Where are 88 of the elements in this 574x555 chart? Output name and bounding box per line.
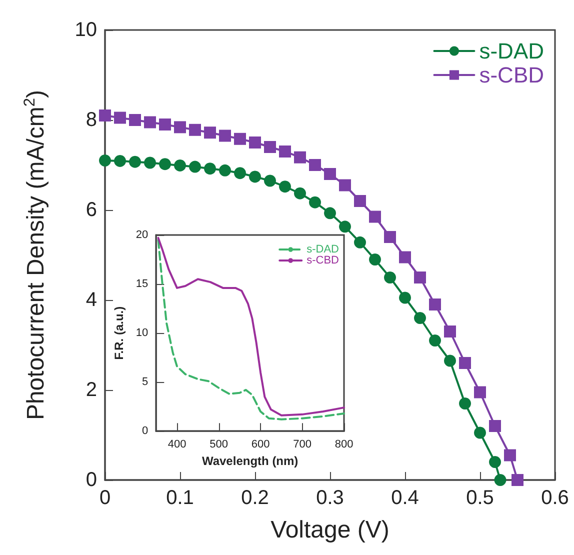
x-tick-label: 700 — [293, 438, 312, 451]
point — [459, 357, 471, 369]
point — [309, 159, 321, 171]
point — [399, 251, 411, 264]
point — [429, 334, 441, 346]
point — [279, 180, 291, 193]
y-tick-label: 0 — [142, 425, 148, 438]
point — [444, 326, 456, 338]
point — [204, 162, 216, 175]
legend-label: s-DAD — [306, 244, 340, 256]
point — [474, 426, 486, 439]
point — [129, 156, 141, 168]
point — [489, 456, 501, 468]
point — [174, 159, 186, 172]
point — [219, 164, 231, 176]
y-axis-title: Photocurrent Density (mA/cm2) — [22, 90, 50, 420]
point — [279, 146, 291, 158]
point — [494, 474, 506, 486]
point — [234, 167, 246, 180]
point — [324, 168, 336, 180]
legend-label: s-DAD — [479, 38, 544, 64]
point — [114, 154, 126, 167]
point — [249, 136, 261, 148]
x-tick-label: 0.4 — [391, 487, 419, 509]
point — [339, 220, 351, 233]
y-tick-label: 0 — [86, 469, 97, 491]
x-tick-label: 0 — [99, 487, 111, 509]
y-tick-label: 2 — [86, 379, 97, 401]
point — [294, 151, 306, 164]
point — [369, 254, 381, 266]
y-tick-label: 5 — [142, 376, 148, 388]
y-tick-label: 8 — [86, 109, 97, 131]
y-tick-label: 10 — [136, 327, 148, 340]
x-tick-label: 0.5 — [466, 487, 494, 509]
point — [114, 112, 126, 124]
y-tick-label: 20 — [136, 229, 148, 241]
x-tick-label: 500 — [210, 438, 228, 451]
x-tick-label: 800 — [334, 438, 354, 451]
point — [129, 114, 141, 126]
y-tick-label: 6 — [86, 199, 97, 221]
x-tick-label: 0.3 — [316, 487, 344, 509]
point — [414, 272, 426, 284]
point — [144, 116, 156, 128]
point — [144, 156, 156, 169]
y-tick-label: 10 — [74, 19, 97, 41]
y-tick-label: 4 — [86, 289, 97, 311]
point — [99, 154, 111, 166]
y-tick-label: 15 — [136, 278, 148, 290]
point — [159, 118, 171, 130]
legend-label: s-CBD — [306, 254, 340, 266]
point — [512, 474, 524, 486]
point — [294, 187, 306, 200]
point — [504, 449, 516, 462]
point — [474, 386, 486, 398]
x-axis-title: Wavelength (nm) — [202, 454, 298, 468]
point — [249, 170, 261, 183]
point — [429, 298, 441, 310]
point — [324, 207, 336, 220]
point — [204, 126, 216, 139]
legend-label: s-CBD — [479, 62, 544, 88]
point — [384, 231, 396, 243]
point — [444, 354, 456, 367]
point — [489, 420, 501, 432]
x-tick-label: 600 — [251, 438, 270, 451]
point — [234, 132, 246, 145]
point — [309, 196, 321, 208]
point — [354, 236, 366, 248]
point — [339, 179, 351, 192]
point — [159, 158, 171, 170]
x-tick-label: 0.2 — [241, 487, 269, 509]
point — [264, 174, 276, 187]
x-axis-title: Voltage (V) — [270, 516, 390, 544]
point — [99, 110, 111, 122]
point — [189, 160, 201, 173]
point — [369, 210, 381, 223]
point — [189, 124, 201, 136]
point — [219, 130, 231, 142]
x-tick-label: 0.1 — [166, 487, 194, 509]
point — [174, 121, 186, 134]
x-tick-label: 0.6 — [541, 487, 569, 509]
point — [459, 398, 471, 410]
y-axis-title: F.R. (a.u.) — [112, 306, 126, 360]
point — [399, 292, 411, 304]
point — [354, 195, 366, 207]
point — [384, 272, 396, 284]
x-tick-label: 400 — [168, 438, 186, 451]
point — [414, 312, 426, 324]
point — [264, 141, 276, 153]
